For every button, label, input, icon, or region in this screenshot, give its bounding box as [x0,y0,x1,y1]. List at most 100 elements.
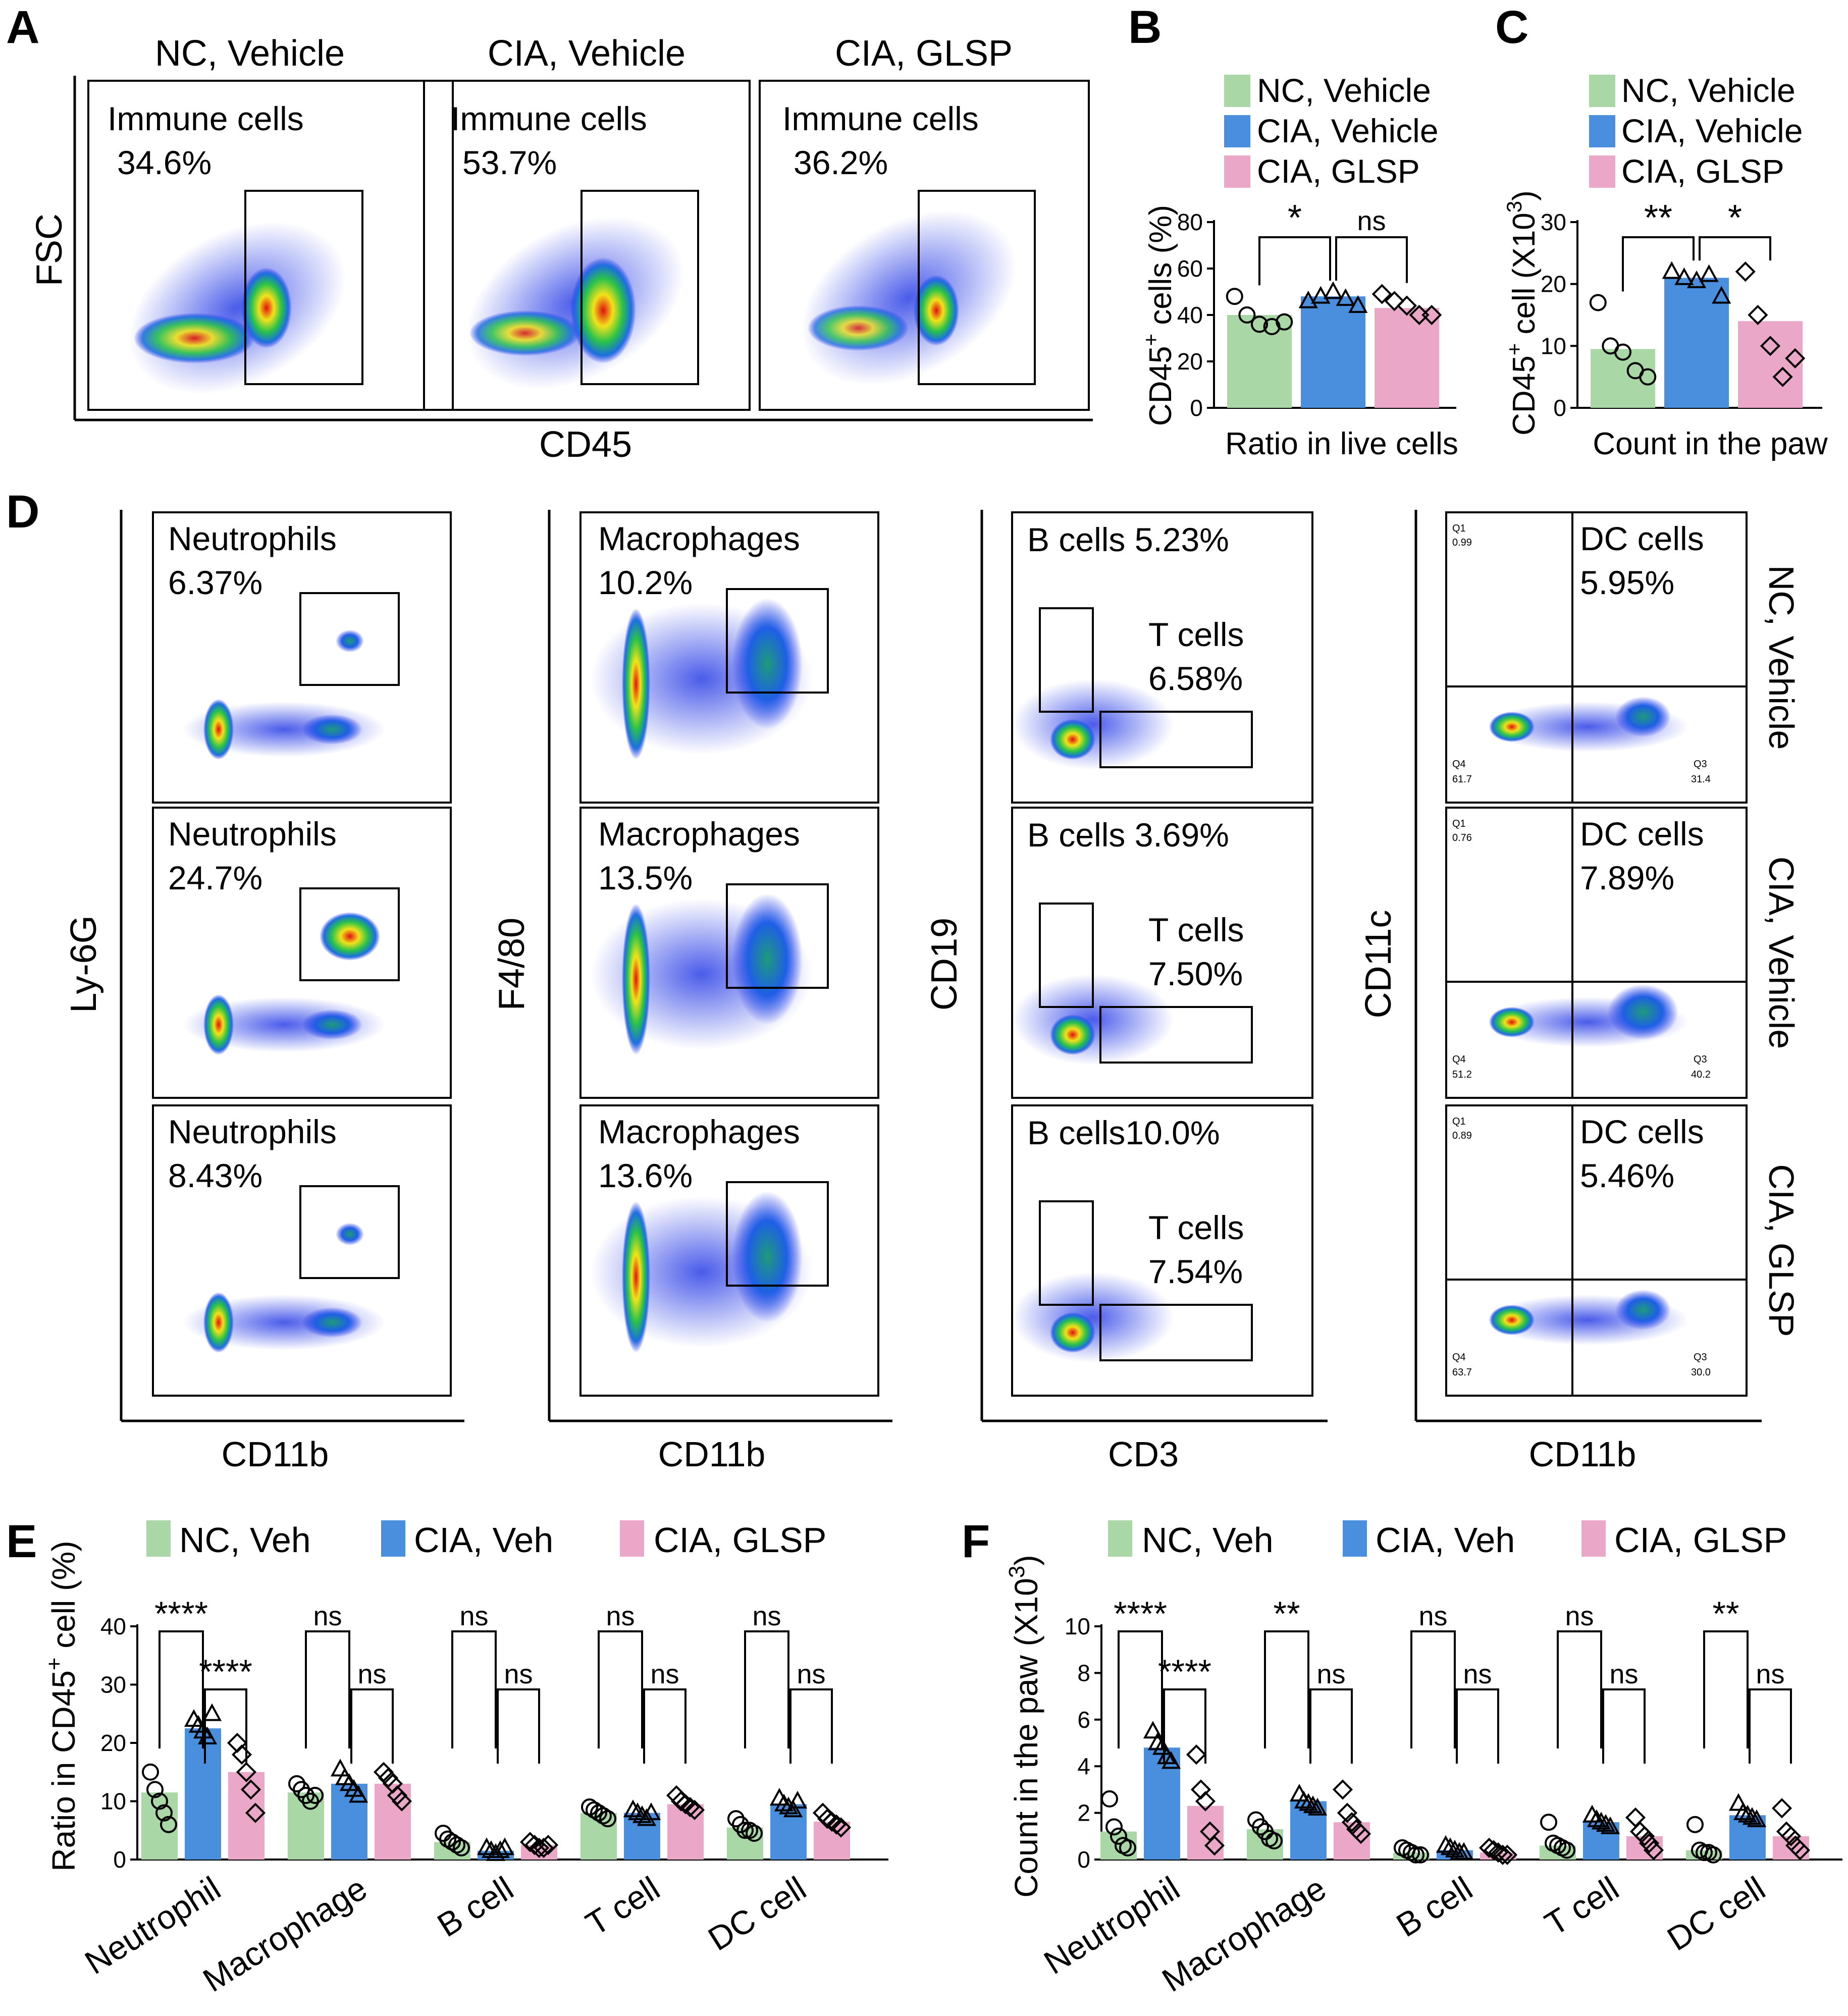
data-point-circle [297,1786,314,1804]
density-gated [320,912,380,961]
significance-bracket [1410,1630,1456,1748]
x-tick-label: DC cell [1661,1869,1772,1957]
significance-label: ns [1316,1659,1345,1689]
bar [185,1728,221,1860]
density-core [241,268,292,348]
legend-swatch-glsp [1224,155,1250,188]
data-point-circle [595,1807,612,1825]
data-point-triangle [1733,1802,1753,1820]
quadrant-value: 31.4 [1691,774,1711,785]
gate-label: Immune cells [108,100,304,137]
data-point-diamond [1634,1826,1655,1846]
data-point-circle [1558,1841,1575,1859]
significance-label: ns [752,1601,781,1631]
panel-a-plot-cia: CIA, Vehicle Immune cells 53.7% [423,33,751,411]
significance-label: ns [1756,1659,1784,1689]
significance-bracket [1749,1688,1792,1764]
y-tick-label: 10 [1065,1613,1090,1639]
flow-plot: Macrophages 10.2% [579,511,879,804]
legend-swatch-glsp [1589,155,1615,188]
gate-label: Neutrophils [168,815,337,853]
legend-label: NC, Vehicle [1257,72,1431,109]
data-point-triangle [1587,1809,1607,1827]
data-point-triangle [1445,1839,1465,1858]
gate-percent: 36.2% [794,144,888,181]
legend-label: CIA, GLSP [1614,1520,1787,1560]
legend-swatch-nc [1224,75,1250,107]
data-point-diamond [1421,304,1442,326]
significance-label: ns [459,1601,488,1631]
y-tick-label: 2 [1077,1800,1090,1826]
data-point-circle [1101,1790,1118,1808]
density-secondary [1608,984,1678,1040]
bar [1301,296,1365,408]
data-point-diamond [826,1814,847,1835]
plot-frame [1445,807,1748,1099]
data-point-circle [1696,1844,1713,1862]
panel-a-plot-nc: NC, Vehicle Immune cells 34.6% [87,33,454,411]
significance-bracket [1258,236,1331,286]
x-tick-label: T cell [579,1869,666,1943]
y-tick-label: 80 [1177,209,1203,235]
plot-frame [152,1104,452,1397]
data-point-circle [435,1825,452,1842]
significance-label: ** [1644,198,1672,238]
legend-swatch-nc [1589,75,1615,107]
data-point-circle [1686,1816,1704,1833]
data-point-triangle [1440,1837,1460,1855]
gate-box-t [1099,1006,1253,1064]
panel-d-letter: D [6,486,39,538]
density-secondary [302,1010,362,1040]
significance-bracket [1557,1630,1602,1748]
significance-bracket [1703,1630,1749,1748]
data-point-circle [160,1816,177,1833]
significance-label: ns [1418,1601,1447,1631]
legend-label: CIA, Vehicle [1257,112,1439,149]
gate-box [726,588,829,694]
panel-f-legend: NC, Veh CIA, Veh CIA, GLSP [1108,1520,1787,1560]
gate-percent: 10.2% [598,564,693,601]
data-point-diamond [821,1811,842,1832]
plot-frame [1011,1104,1313,1397]
legend-swatch-nc [146,1520,171,1557]
gate-percent: 13.6% [598,1157,693,1194]
row-label: NC, Vehicle [1762,565,1801,750]
x-tick-label: Macrophage [196,1869,373,1999]
significance-bracket [1456,1688,1499,1764]
axis-y-label: Ly-6G [64,915,104,1013]
significance-bracket [497,1688,540,1764]
axis-y-label: CD19 [924,918,965,1011]
gate-percent-t: 6.58% [1148,660,1243,697]
plot-frame [579,807,879,1099]
data-point-triangle [1712,286,1731,304]
data-point-circle [1412,1846,1429,1864]
data-point-triangle [1336,288,1355,306]
y-tick-label: 40 [1177,302,1203,328]
axis-x-label: CD3 [1108,1435,1179,1474]
data-point-circle [1639,368,1657,386]
gate-box-b [1039,1200,1094,1306]
data-point-triangle [1591,1812,1611,1830]
data-point-circle [1540,1814,1557,1831]
legend-label: CIA, Veh [414,1520,553,1560]
data-point-triangle [1596,1814,1616,1832]
legend-label: CIA, GLSP [1257,152,1420,190]
x-tick-label: B cell [1390,1869,1479,1944]
y-tick-label: 10 [1541,333,1566,359]
panel-e-ylabel: Ratio in CD45+ cell (%) [42,1541,82,1871]
legend-swatch-cia [1224,115,1250,147]
density-secondary [1615,1290,1671,1330]
significance-bracket [451,1630,497,1748]
data-point-triangle [1728,1793,1749,1811]
quadrant-value: 0.89 [1452,1130,1472,1141]
data-point-circle [155,1804,173,1822]
data-point-diamond [529,1837,550,1858]
flow-plot: B cells 5.23% T cells 6.58% [1011,511,1313,804]
legend-label: CIA, GLSP [654,1520,826,1560]
gate-label: DC cells [1580,520,1704,557]
density-core [622,608,650,760]
gate-box [299,887,400,981]
data-point-triangle [637,1808,657,1826]
data-point-diamond [1497,1844,1518,1865]
significance-label: ns [1565,1601,1594,1631]
